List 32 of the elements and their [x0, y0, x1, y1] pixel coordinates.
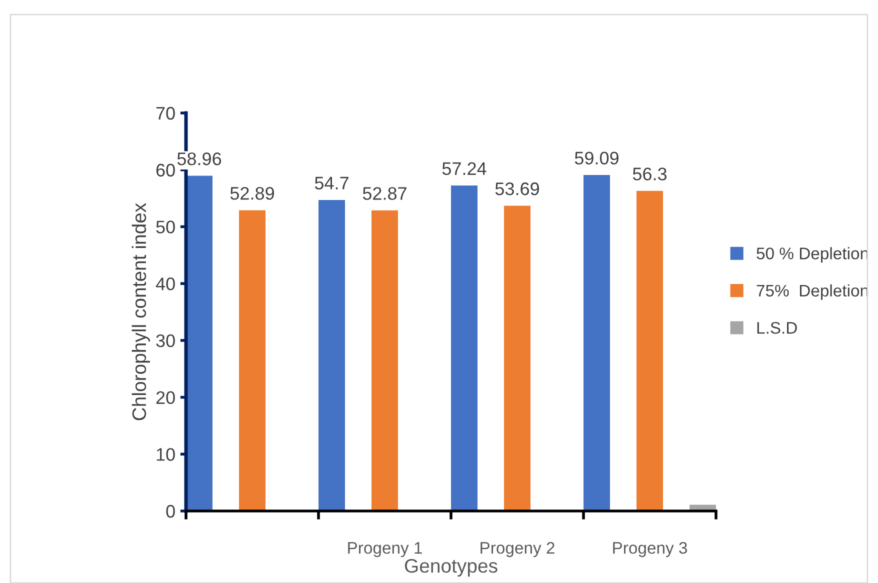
y-tick-label: 70 [156, 106, 175, 120]
y-tick-label: 10 [156, 448, 175, 461]
y-axis-title: Chlorophyll content index [132, 203, 150, 420]
data-label: 54.7 [314, 176, 348, 190]
y-tick-label: 0 [166, 504, 175, 518]
data-label: 52.87 [362, 187, 406, 200]
data-label: 58.96 [177, 152, 222, 166]
bar [186, 176, 212, 511]
data-label: 57.24 [442, 162, 486, 176]
data-label: 52.89 [230, 186, 274, 200]
x-tick-label: Progeny 2 [480, 542, 554, 558]
x-tick-label: Progeny 3 [613, 542, 688, 558]
y-tick-label: 20 [156, 391, 175, 404]
legend-label: 50 % Depletion [756, 247, 868, 263]
bar [239, 210, 266, 511]
data-label: 56.3 [632, 168, 667, 180]
legend-label: 75% Depletion [756, 284, 868, 300]
bar [451, 186, 478, 511]
y-tick-label: 50 [156, 220, 175, 234]
data-label: 53.69 [495, 182, 539, 196]
y-tick-label: 40 [156, 278, 175, 290]
x-tick-label: Progeny 1 [348, 542, 422, 558]
y-tick-label: 30 [156, 334, 175, 348]
bar [318, 200, 345, 511]
data-label: 59.09 [574, 152, 618, 165]
bar [372, 210, 398, 511]
bar [636, 190, 663, 511]
legend-label: L.S.D [757, 322, 797, 334]
bar [504, 206, 530, 511]
x-axis-title: Genotypes [404, 558, 498, 577]
bar [584, 175, 610, 511]
y-tick-label: 60 [156, 164, 175, 177]
